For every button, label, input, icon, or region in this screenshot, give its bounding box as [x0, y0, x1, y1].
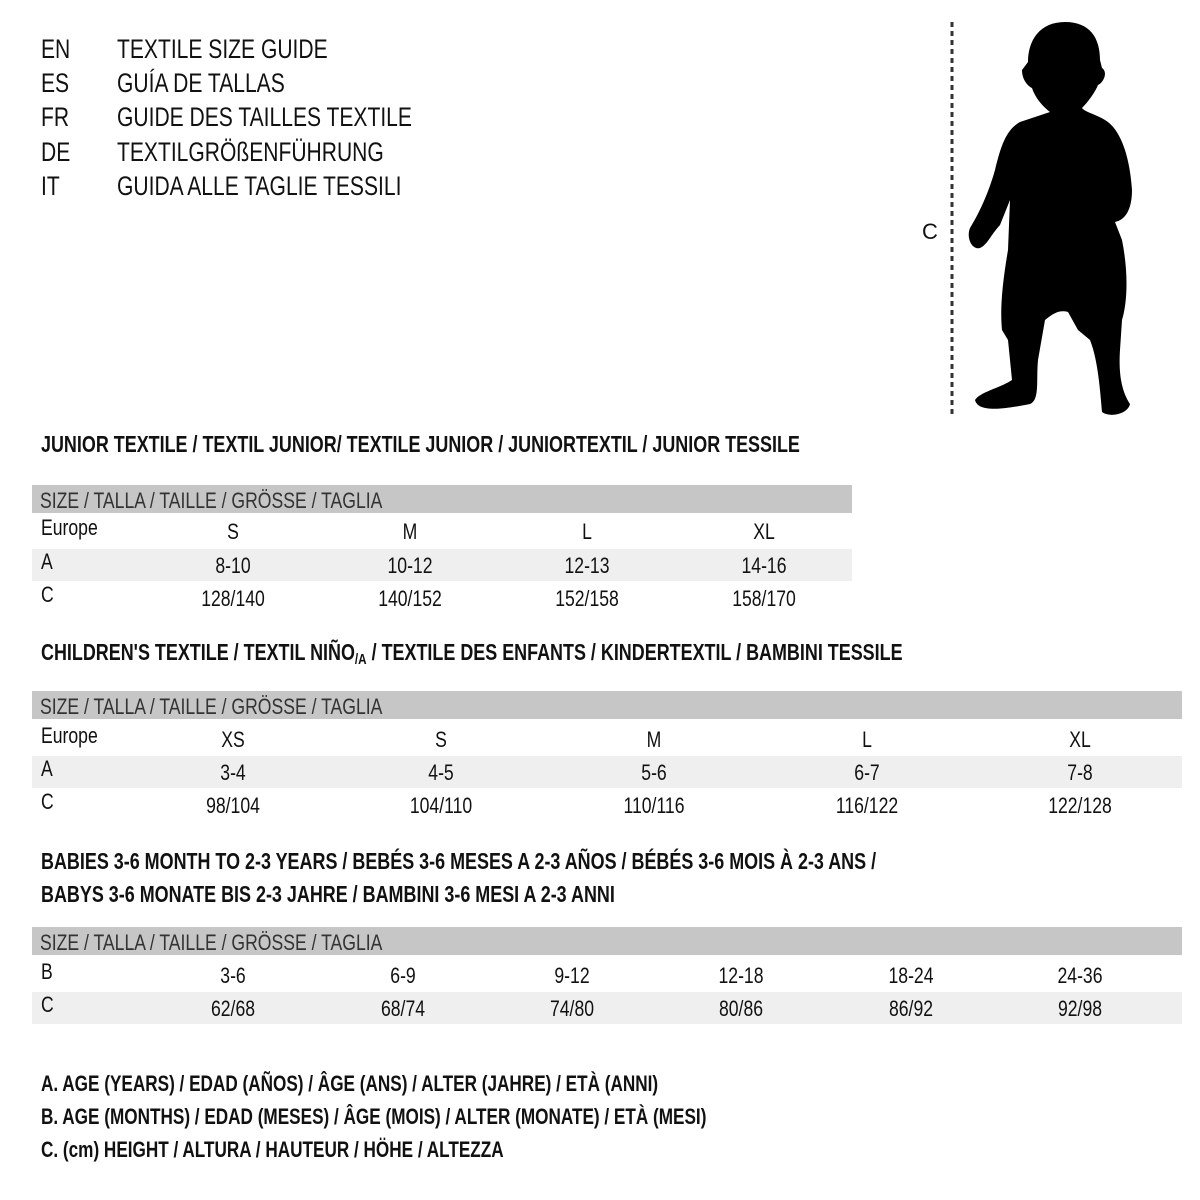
- table-cell: 110/116: [623, 793, 685, 818]
- table-cell: 152/158: [555, 586, 619, 611]
- legend-item: C. (cm) HEIGHT / ALTURA / HAUTEUR / HÖHE…: [41, 1137, 504, 1162]
- language-code: FR: [41, 102, 70, 132]
- table-cell: 104/110: [409, 793, 473, 818]
- table-row: [32, 789, 1182, 821]
- table-cell: XL: [1069, 727, 1091, 752]
- table-cell: S: [435, 727, 447, 752]
- table-cell: 158/170: [732, 586, 796, 611]
- table-row: [32, 582, 852, 614]
- row-label: C: [41, 789, 54, 814]
- table-cell: L: [582, 519, 592, 544]
- language-title: GUÍA DE TALLAS: [117, 68, 285, 98]
- table-cell: 6-7: [854, 760, 880, 785]
- table-cell: 62/68: [210, 996, 256, 1021]
- table-cell: 128/140: [201, 586, 265, 611]
- table-cell: 5-6: [641, 760, 667, 785]
- table-heading: BABIES 3-6 MONTH TO 2-3 YEARS / BEBÉS 3-…: [41, 848, 877, 874]
- legend-item: A. AGE (YEARS) / EDAD (AÑOS) / ÂGE (ANS)…: [41, 1071, 659, 1096]
- table-cell: 116/122: [835, 793, 899, 818]
- size-header-label: SIZE / TALLA / TAILLE / GRÖSSE / TAGLIA: [40, 930, 383, 955]
- table-cell: 24-36: [1057, 963, 1103, 988]
- table-cell: 12-13: [564, 553, 610, 578]
- table-cell: 7-8: [1067, 760, 1093, 785]
- table-cell: 3-6: [220, 963, 246, 988]
- table-cell: 4-5: [428, 760, 454, 785]
- height-measure-label: C: [922, 219, 938, 244]
- table-row: [32, 549, 852, 581]
- table-cell: 6-9: [390, 963, 416, 988]
- child-silhouette-icon: C: [922, 22, 1132, 415]
- row-label: A: [41, 756, 53, 781]
- table-cell: 140/152: [378, 586, 442, 611]
- table-row: [32, 992, 1182, 1024]
- language-code: IT: [41, 171, 60, 201]
- table-cell: 122/128: [1048, 793, 1112, 818]
- size-header-label: SIZE / TALLA / TAILLE / GRÖSSE / TAGLIA: [40, 488, 383, 513]
- table-row: [32, 959, 1182, 991]
- row-label: Europe: [41, 723, 98, 748]
- language-title: TEXTILE SIZE GUIDE: [117, 34, 328, 64]
- size-header-band: SIZE / TALLA / TAILLE / GRÖSSE / TAGLIA: [32, 485, 852, 513]
- row-label: B: [41, 959, 53, 984]
- language-code: EN: [41, 34, 71, 64]
- table-cell: 74/80: [549, 996, 595, 1021]
- table-cell: XL: [753, 519, 775, 544]
- row-label: Europe: [41, 515, 98, 540]
- table-heading: CHILDREN'S TEXTILE / TEXTIL NIÑO/A / TEX…: [41, 639, 903, 668]
- table-cell: 86/92: [888, 996, 934, 1021]
- size-header-band: SIZE / TALLA / TAILLE / GRÖSSE / TAGLIA: [32, 927, 1182, 955]
- table-cell: 12-18: [718, 963, 764, 988]
- heading-subscript: /A: [354, 651, 367, 668]
- heading-text: CHILDREN'S TEXTILE / TEXTIL NIÑO: [41, 639, 355, 665]
- table-cell: 8-10: [215, 553, 251, 578]
- language-title: GUIDA ALLE TAGLIE TESSILI: [117, 171, 402, 201]
- table-heading: BABYS 3-6 MONATE BIS 2-3 JAHRE / BAMBINI…: [41, 881, 615, 907]
- table-cell: M: [646, 727, 662, 752]
- table-row: [32, 723, 1182, 755]
- table-cell: 80/86: [718, 996, 764, 1021]
- language-code: DE: [41, 137, 71, 167]
- size-header-label: SIZE / TALLA / TAILLE / GRÖSSE / TAGLIA: [40, 694, 383, 719]
- row-label: C: [41, 992, 54, 1017]
- table-cell: 10-12: [387, 553, 433, 578]
- row-label: A: [41, 549, 53, 574]
- language-title: TEXTILGRÖßENFÜHRUNG: [117, 137, 384, 167]
- table-cell: XS: [221, 727, 245, 752]
- table-cell: 98/104: [206, 793, 260, 818]
- table-row: [32, 515, 852, 547]
- size-header-band: SIZE / TALLA / TAILLE / GRÖSSE / TAGLIA: [32, 691, 1182, 719]
- table-cell: 68/74: [380, 996, 426, 1021]
- legend-item: B. AGE (MONTHS) / EDAD (MESES) / ÂGE (MO…: [41, 1104, 707, 1129]
- table-row: [32, 756, 1182, 788]
- table-cell: 3-4: [220, 760, 246, 785]
- table-cell: 18-24: [888, 963, 934, 988]
- table-cell: L: [862, 727, 872, 752]
- table-cell: M: [402, 519, 418, 544]
- table-cell: S: [227, 519, 239, 544]
- language-title: GUIDE DES TAILLES TEXTILE: [117, 102, 412, 132]
- language-code: ES: [41, 68, 70, 98]
- table-heading: JUNIOR TEXTILE / TEXTIL JUNIOR/ TEXTILE …: [41, 431, 800, 457]
- table-cell: 14-16: [741, 553, 787, 578]
- table-cell: 92/98: [1057, 996, 1103, 1021]
- heading-text: / TEXTILE DES ENFANTS / KINDERTEXTIL / B…: [366, 639, 903, 665]
- row-label: C: [41, 582, 54, 607]
- table-cell: 9-12: [554, 963, 590, 988]
